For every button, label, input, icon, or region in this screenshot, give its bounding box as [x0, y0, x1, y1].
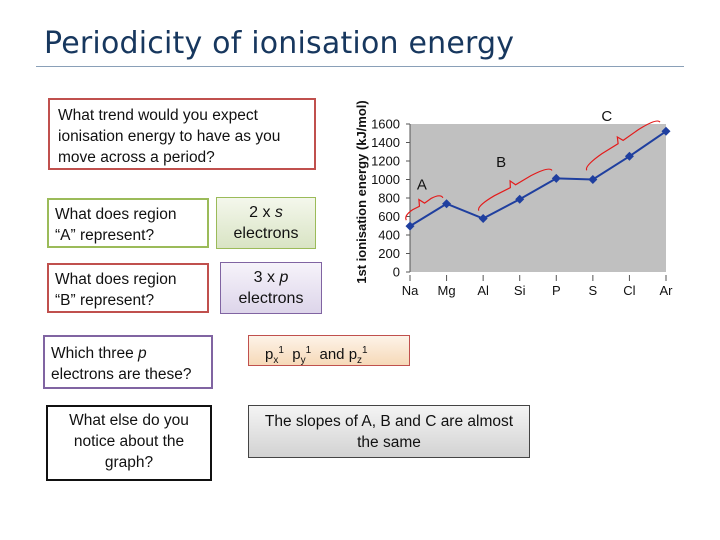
question-region-a: What does region “A” represent? — [47, 198, 209, 248]
annotation-a: A — [417, 177, 427, 194]
y-tick-label: 1000 — [371, 172, 400, 187]
x-tick-label: Si — [514, 283, 526, 298]
y-tick-label: 1200 — [371, 154, 400, 169]
orbital-pz: pz1 — [348, 345, 368, 366]
question-p-suffix: electrons are these? — [51, 366, 192, 383]
answer-slopes: The slopes of A, B and C are almost the … — [248, 405, 530, 458]
y-tick-label: 200 — [378, 246, 400, 261]
question-p-letter: p — [138, 345, 147, 362]
y-axis-label: 1st ionisation energy (kJ/mol) — [354, 100, 369, 284]
title-divider — [36, 66, 684, 67]
question-region-b: What does region “B” represent? — [47, 263, 209, 313]
data-point — [624, 151, 634, 161]
y-tick-label: 600 — [378, 209, 400, 224]
answer-region-b: 3 x p electrons — [220, 262, 322, 314]
question-p-electrons: Which three p electrons are these? — [43, 335, 213, 389]
answer-a-word: electrons — [233, 225, 299, 242]
data-point — [588, 175, 598, 184]
series-line — [409, 130, 667, 227]
question-p-prefix: Which three — [51, 345, 139, 362]
orbital-py: py1 — [292, 345, 312, 366]
annotation-c: C — [601, 108, 612, 125]
answer-b-word: electrons — [238, 290, 304, 307]
data-point — [442, 199, 452, 209]
plot-area — [410, 124, 666, 272]
slide-title: Periodicity of ionisation energy — [44, 26, 515, 61]
question-else-notice: What else do you notice about the graph? — [46, 405, 212, 481]
x-tick-label: Al — [477, 283, 489, 298]
x-tick-label: S — [589, 283, 598, 298]
answer-orbitals: px1 py1 and pz1 — [248, 335, 410, 366]
data-point — [478, 214, 488, 224]
answer-region-a: 2 x s electrons — [216, 197, 316, 249]
x-tick-label: Na — [402, 283, 419, 298]
data-point — [661, 126, 671, 136]
orbital-and: and — [319, 346, 345, 363]
y-tick-label: 1400 — [371, 135, 400, 150]
data-point — [515, 194, 525, 204]
bracket-b — [477, 168, 553, 211]
y-tick-label: 400 — [378, 228, 400, 243]
bracket-c — [585, 120, 661, 171]
y-tick-label: 800 — [378, 191, 400, 206]
answer-a-num: 2 x — [249, 204, 275, 221]
orbital-px: px1 — [265, 345, 284, 366]
x-tick-label: Cl — [623, 283, 635, 298]
answer-a-letter: s — [274, 204, 283, 221]
answer-b-letter: p — [279, 269, 289, 286]
data-point — [551, 173, 561, 183]
x-tick-label: Ar — [660, 283, 674, 298]
x-tick-label: Mg — [438, 283, 456, 298]
y-tick-label: 0 — [393, 265, 400, 280]
annotation-b: B — [496, 154, 506, 171]
x-tick-label: P — [552, 283, 561, 298]
bracket-a — [405, 195, 444, 221]
data-point — [405, 221, 415, 231]
answer-b-num: 3 x — [253, 269, 280, 286]
y-tick-label: 1600 — [371, 117, 400, 132]
question-trend: What trend would you expect ionisation e… — [48, 98, 316, 170]
